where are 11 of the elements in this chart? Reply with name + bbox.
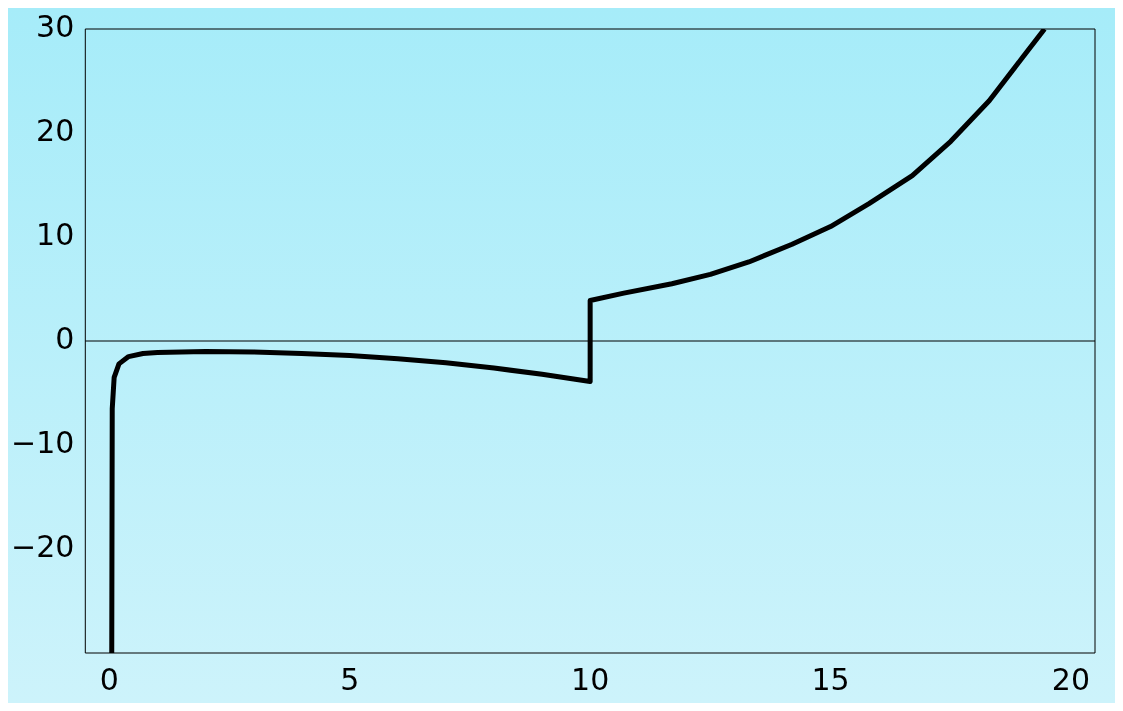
- y-tick-label: 20: [36, 112, 75, 148]
- x-tick-label: 0: [99, 661, 119, 697]
- y-tick-label: −20: [11, 528, 75, 564]
- y-tick-label: 0: [55, 320, 75, 356]
- x-tick-label: 15: [811, 661, 850, 697]
- y-tick-label: 10: [36, 216, 75, 252]
- x-tick-label: 20: [1051, 661, 1091, 697]
- y-tick-label: 30: [36, 8, 75, 44]
- x-tick-label: 5: [340, 661, 360, 697]
- y-tick-label: −10: [11, 424, 75, 460]
- x-tick-label: 10: [571, 661, 610, 697]
